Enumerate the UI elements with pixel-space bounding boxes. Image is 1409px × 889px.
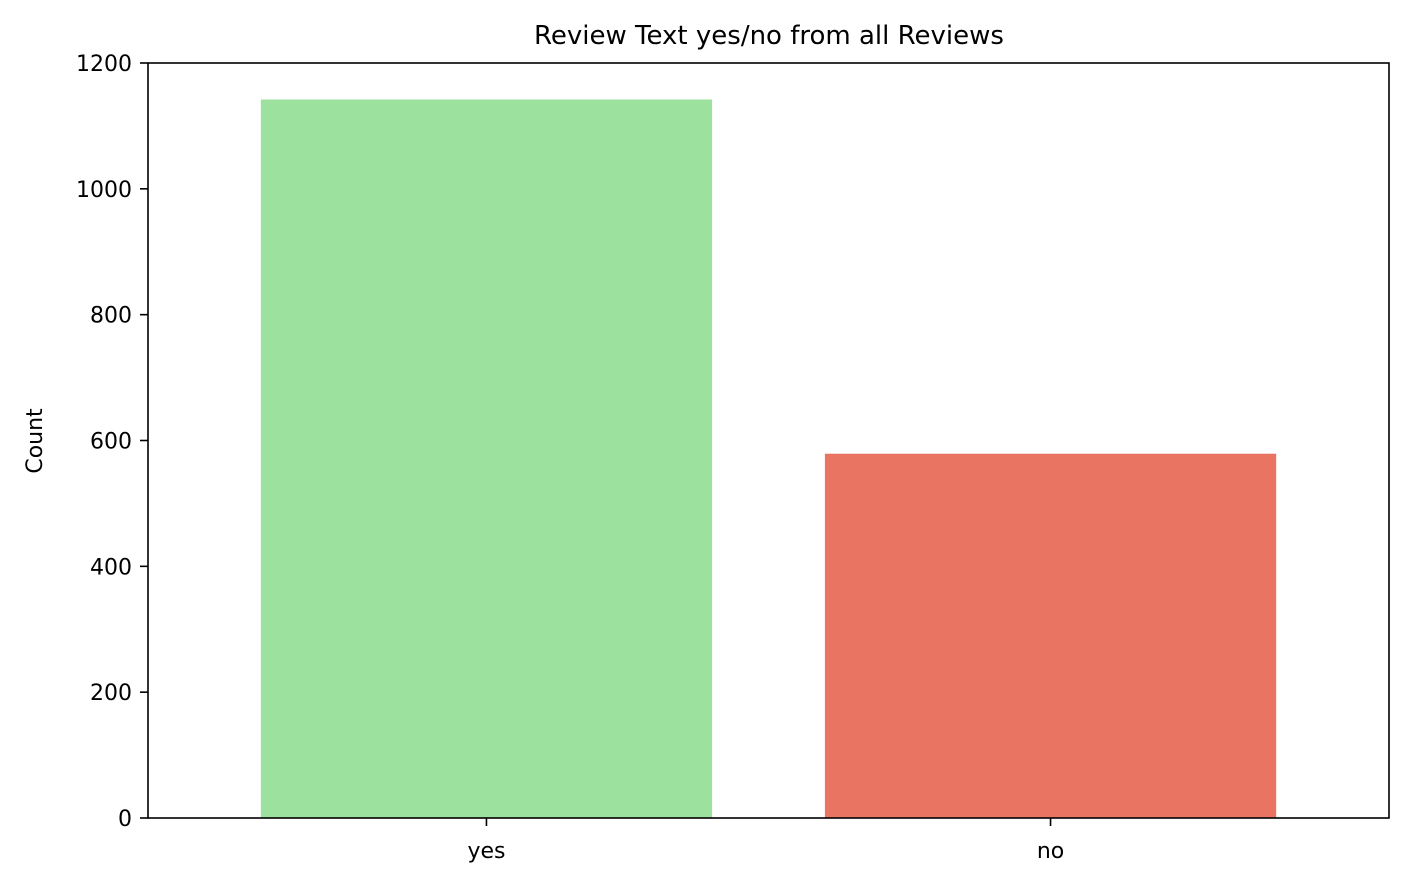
y-tick-label: 1200 xyxy=(76,52,132,77)
chart-title: Review Text yes/no from all Reviews xyxy=(534,21,1004,51)
y-tick-label: 0 xyxy=(118,807,132,832)
plot-frame xyxy=(147,62,1390,819)
y-tick-label: 400 xyxy=(90,555,132,580)
x-axis-ticks: yes no xyxy=(467,818,1064,864)
bar-yes xyxy=(260,99,713,818)
y-tick-label: 200 xyxy=(90,681,132,706)
x-tick-label-no: no xyxy=(1037,839,1064,864)
y-tick-label: 800 xyxy=(90,304,132,329)
y-tick-label: 1000 xyxy=(76,178,132,203)
bar-no xyxy=(824,453,1277,818)
y-tick-label: 600 xyxy=(90,430,132,455)
bars-layer xyxy=(260,99,1277,818)
y-axis-ticks: 0 200 400 600 800 1000 1200 xyxy=(76,52,148,832)
x-tick-label-yes: yes xyxy=(467,839,505,864)
y-axis-title: Count xyxy=(23,408,48,474)
